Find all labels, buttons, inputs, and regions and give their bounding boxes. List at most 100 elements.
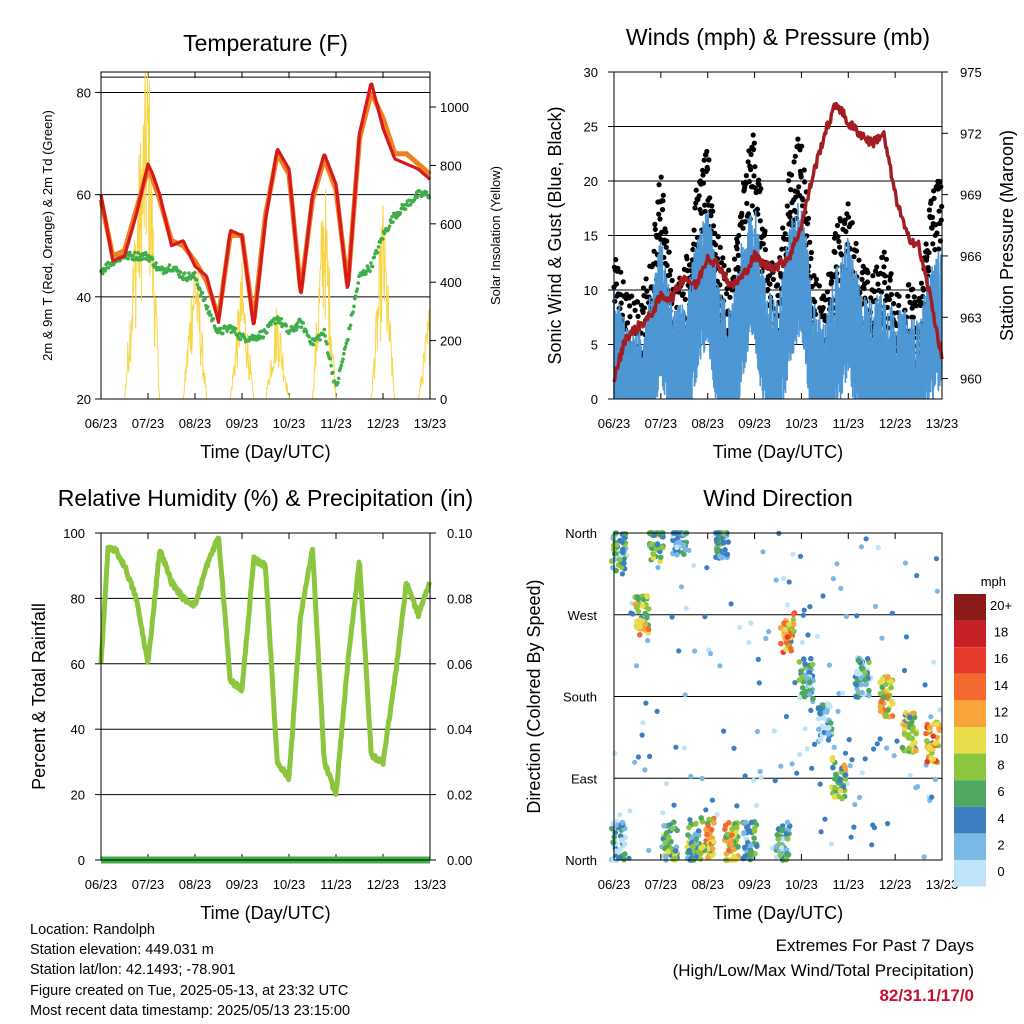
panel4-direction-point — [879, 676, 885, 683]
panel4-direction-point — [874, 741, 880, 747]
panel2-gust-point — [822, 297, 828, 303]
panel1-dewpoint-point — [205, 305, 210, 309]
panel1-dewpoint-point — [225, 329, 229, 333]
panel2-gust-point — [739, 210, 745, 216]
panel2-gust-point — [690, 246, 696, 253]
panel4-direction-point — [932, 776, 939, 783]
colorbar-swatch — [954, 806, 986, 834]
panel4-direction-point — [617, 812, 623, 818]
panel1-dewpoint-point — [325, 342, 329, 346]
panel1-dewpoint-point — [207, 310, 212, 314]
panel4-direction-point — [847, 763, 853, 769]
panel1-dewpoint-point — [364, 272, 368, 276]
panel1-dewpoint-point — [307, 335, 311, 339]
panel4-direction-point — [871, 825, 878, 831]
station-latlon: Station lat/lon: 42.1493; -78.901 — [30, 962, 236, 979]
panel4-direction-point — [692, 648, 698, 654]
panel4-direction-point — [784, 634, 791, 640]
panel4-direction-point — [682, 546, 689, 553]
panel2-gust-point — [807, 239, 813, 245]
panel4-direction-point — [676, 648, 682, 654]
panel2-gust-point — [750, 132, 756, 138]
panel1-dewpoint-point — [342, 351, 346, 356]
panel4-direction-point — [708, 826, 715, 833]
panel4-direction-point — [877, 736, 883, 742]
panel1-dewpoint-point — [344, 341, 349, 346]
panel4-direction-point — [805, 632, 811, 638]
panel1-ytick-right-label: 600 — [440, 217, 462, 232]
panel4-ytick-label: West — [568, 608, 598, 623]
panel4-direction-point — [627, 808, 633, 814]
panel2-frame — [613, 71, 943, 400]
panel4-xtick-label: 06/23 — [598, 877, 631, 892]
panel2-gust-point — [760, 241, 766, 247]
panel1-dewpoint-point — [200, 290, 205, 295]
panel2-ytick-label: 25 — [584, 120, 598, 135]
panel2-gust-point — [669, 277, 675, 284]
panel4-ytick-label: North — [565, 853, 597, 868]
panel2-gust-point — [644, 288, 650, 294]
panel4-direction-point — [662, 839, 668, 846]
panel1-dewpoint-point — [328, 356, 333, 361]
panel4-direction-point — [618, 837, 625, 843]
panel4-direction-point — [826, 662, 833, 668]
panel2-gust-point — [905, 293, 911, 299]
panel2-gust-point — [845, 214, 852, 220]
panel2-gust-point — [824, 289, 831, 295]
panel1-dewpoint-point — [128, 250, 132, 255]
panel4-direction-point — [612, 750, 618, 756]
panel2-gust-point — [664, 238, 670, 244]
panel4-direction-point — [810, 695, 816, 702]
panel2-gust-point — [712, 230, 718, 236]
panel4-direction-point — [778, 845, 785, 851]
panel4-direction-point — [720, 539, 727, 546]
panel1-xtick-label: 06/23 — [85, 416, 118, 431]
panel2-gust-point — [829, 278, 835, 284]
panel2-gust-point — [837, 218, 844, 224]
panel4-direction-point — [926, 724, 933, 731]
panel4-direction-point — [816, 726, 822, 733]
panel2-gust-point — [641, 305, 648, 311]
colorbar-swatch — [954, 780, 986, 807]
panel2-gust-point — [780, 225, 786, 231]
extremes-heading: Extremes For Past 7 Days — [775, 936, 974, 955]
panel4-direction-point — [731, 745, 737, 751]
panel4-direction-point — [883, 681, 889, 688]
panel2-ylabel: Sonic Wind & Gust (Blue, Black) — [545, 106, 565, 364]
panel2-gust-point — [640, 285, 647, 291]
panel4-direction-point — [842, 750, 849, 756]
panel1-dewpoint-point — [351, 310, 355, 315]
panel4-direction-point — [871, 746, 877, 752]
panel4-direction-point — [890, 700, 896, 707]
panel1-dewpoint-point — [153, 264, 157, 268]
panel1-dewpoint-point — [323, 334, 328, 338]
panel1-dewpoint-point — [415, 195, 420, 199]
panel4-direction-point — [829, 755, 835, 762]
panel2-gust-point — [652, 221, 658, 227]
panel4-direction-point — [842, 776, 849, 782]
colorbar-swatch — [954, 727, 986, 754]
colorbar-label: 12 — [994, 704, 1008, 719]
panel1-dewpoint-point — [368, 269, 372, 274]
panel4-direction-point — [733, 824, 740, 831]
panel4-direction-point — [621, 841, 628, 847]
panel2-gust-point — [700, 180, 707, 186]
panel2-xtick-label: 06/23 — [598, 416, 631, 431]
panel2-gust-point — [727, 294, 733, 300]
panel4-direction-point — [754, 843, 760, 849]
panel4-direction-point — [924, 759, 930, 765]
panel4-direction-point — [670, 537, 676, 544]
panel2-gust-point — [930, 241, 936, 247]
panel4-direction-point — [674, 552, 680, 558]
panel1-dewpoint-point — [311, 342, 316, 347]
panel4-direction-point — [685, 832, 691, 838]
panel1-dewpoint-point — [194, 278, 199, 282]
panel3-xtick-label: 07/23 — [132, 877, 165, 892]
panel2-gust-point — [746, 178, 753, 185]
panel4-direction-point — [851, 824, 857, 830]
panel2-gust-point — [784, 203, 790, 209]
panel1-dewpoint-point — [232, 330, 237, 334]
panel1-dewpoint-point — [336, 380, 340, 385]
panel4-direction-point — [836, 690, 842, 697]
